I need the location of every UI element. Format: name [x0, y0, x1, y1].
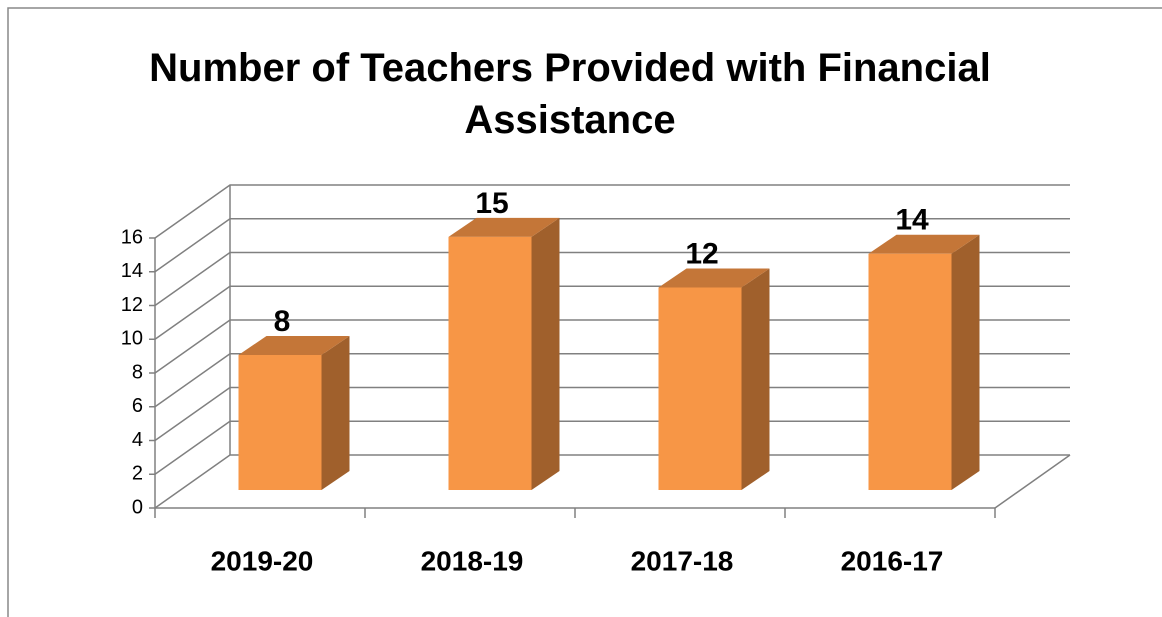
y-tick-label: 12 [121, 294, 143, 316]
chart-border [7, 7, 1162, 617]
bar-side [321, 336, 350, 490]
bar-side [951, 234, 980, 490]
grid-line [154, 285, 1070, 340]
bar [238, 355, 322, 490]
grid-line [154, 218, 1070, 273]
bar-top [448, 217, 560, 237]
bar-top [238, 336, 350, 355]
bar [658, 287, 742, 490]
floor-line [994, 454, 1071, 509]
y-tick-label: 0 [132, 496, 143, 518]
x-tick-label: 2019-20 [211, 545, 314, 576]
y-tick-label: 6 [132, 395, 143, 417]
grid-line [154, 454, 1070, 509]
bar [868, 253, 952, 490]
grid-line [154, 251, 1070, 307]
y-tick-label: 8 [132, 361, 143, 383]
bar [448, 236, 532, 490]
y-tick-label: 16 [121, 226, 143, 248]
data-label: 12 [685, 237, 718, 270]
x-tick-label: 2016-17 [841, 545, 944, 576]
data-label: 14 [895, 204, 929, 237]
grid-line [154, 184, 1070, 239]
y-tick-label: 4 [132, 429, 143, 451]
chart-title: Number of Teachers Provided with Financi… [149, 46, 991, 142]
y-tick-label: 14 [121, 260, 143, 282]
grid-line [154, 319, 1070, 374]
grid-line [154, 353, 1070, 408]
y-tick-label: 10 [121, 328, 143, 350]
x-tick-label: 2017-18 [631, 545, 734, 576]
bar-top [658, 268, 770, 288]
grid-line [154, 420, 1070, 475]
bar-top [868, 234, 980, 254]
bar-side [741, 268, 770, 490]
y-tick-label: 2 [132, 463, 143, 485]
bar-side [531, 217, 560, 490]
data-label: 15 [475, 187, 508, 220]
grid-line [154, 386, 1070, 442]
data-label: 8 [274, 305, 291, 338]
x-tick-label: 2018-19 [421, 545, 524, 576]
